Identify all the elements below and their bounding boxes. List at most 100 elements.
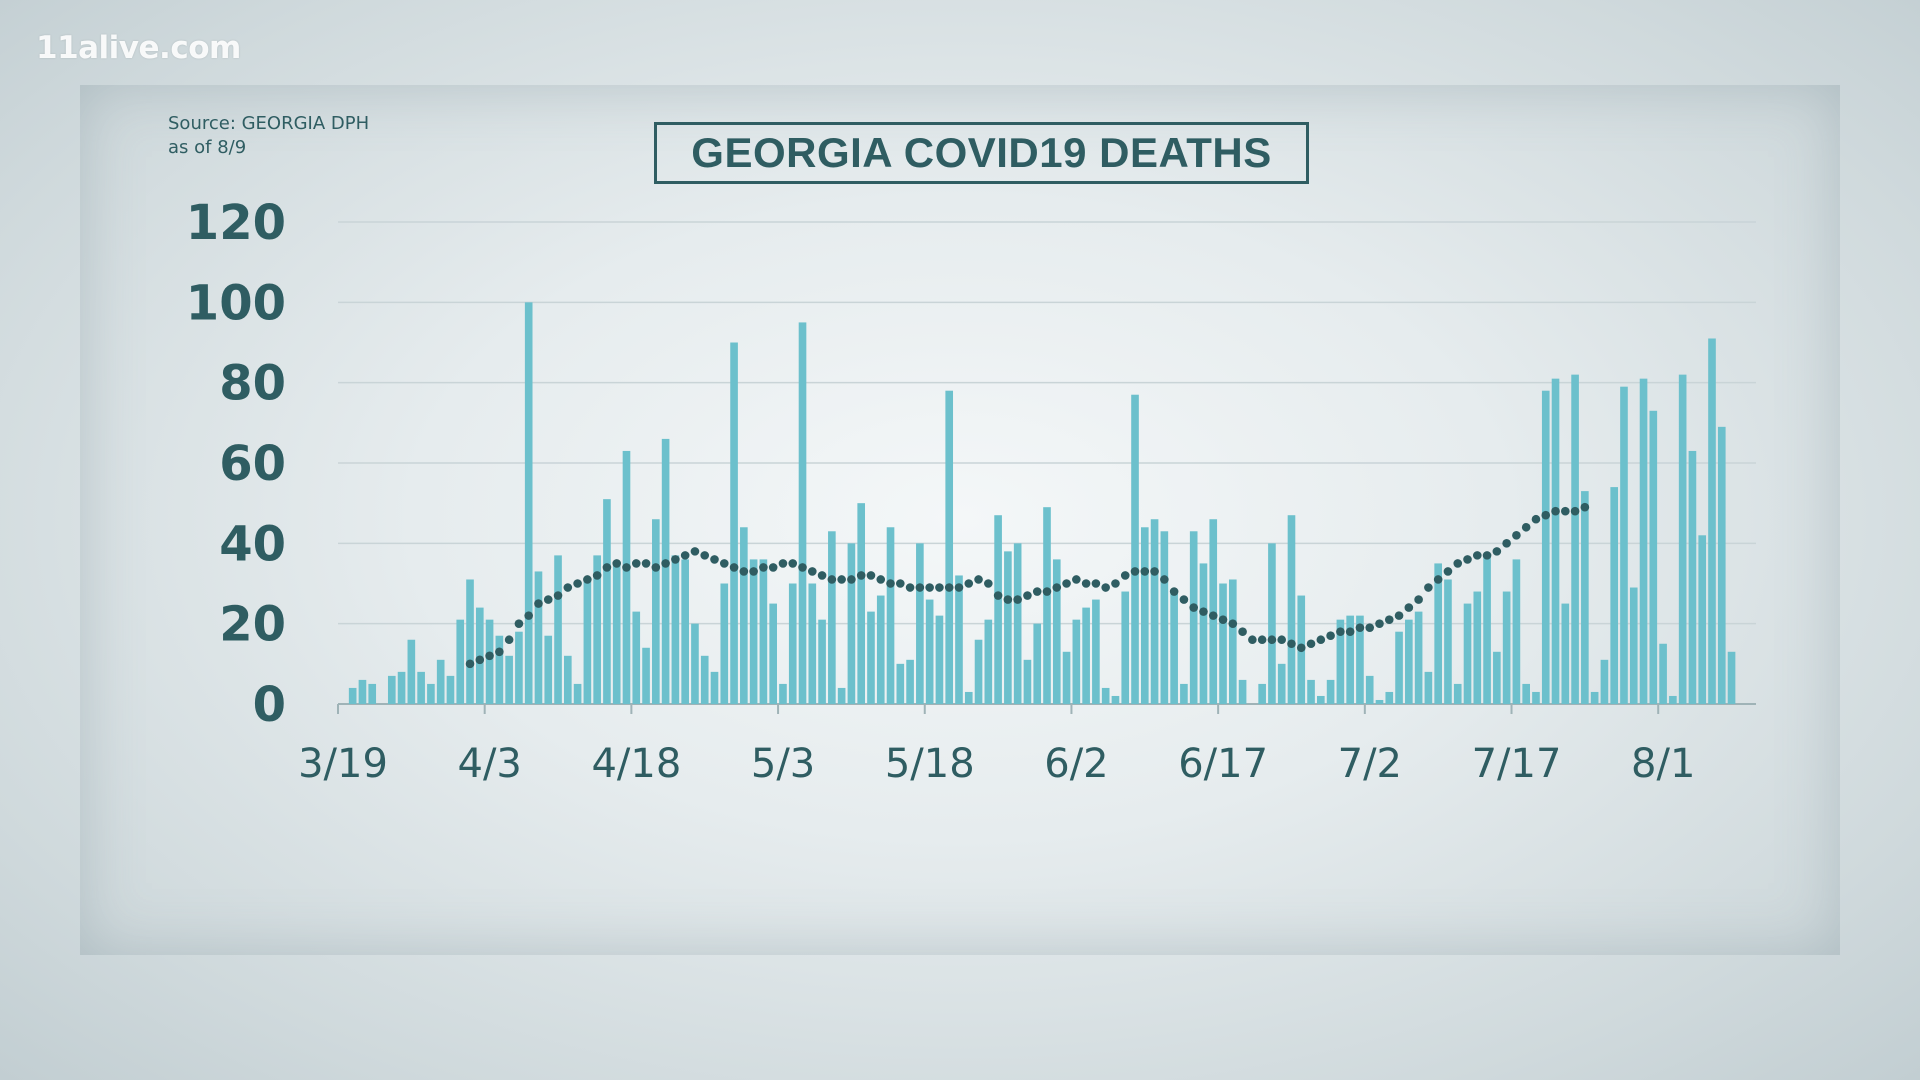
average-dot (944, 583, 954, 592)
average-dot (1541, 510, 1551, 520)
y-tick-label: 60 (219, 436, 286, 492)
daily-deaths-bar (1424, 671, 1433, 704)
average-dot (612, 559, 622, 568)
daily-deaths-bar (1571, 374, 1579, 704)
daily-deaths-bar (769, 603, 777, 704)
daily-deaths-bar (1346, 615, 1354, 704)
average-dot (1521, 522, 1531, 532)
daily-deaths-bar (652, 519, 660, 704)
daily-deaths-bar (348, 687, 357, 704)
average-dot (680, 551, 690, 560)
daily-deaths-bar (788, 583, 797, 704)
daily-deaths-bar (1444, 579, 1452, 704)
x-tick-label: 4/3 (458, 741, 522, 787)
daily-deaths-bar (505, 655, 513, 704)
daily-deaths-bar (583, 579, 592, 704)
average-dot (1140, 567, 1150, 576)
average-dot (1512, 531, 1521, 540)
daily-deaths-bar (1649, 410, 1658, 704)
daily-deaths-bar (1189, 531, 1198, 704)
daily-deaths-bar (397, 671, 406, 704)
daily-deaths-bar (1062, 651, 1071, 704)
average-dot (915, 583, 925, 592)
average-dot (1433, 575, 1443, 584)
daily-deaths-bar (427, 683, 435, 704)
average-dot (1218, 615, 1228, 624)
daily-deaths-bar (1150, 519, 1159, 704)
y-tick-label: 0 (253, 677, 286, 733)
average-dot (1463, 555, 1472, 564)
daily-deaths-bar (1375, 699, 1384, 704)
daily-deaths-bar (612, 563, 621, 704)
station-logo: 11alive.com (36, 30, 241, 66)
daily-deaths-bar (622, 450, 631, 704)
average-dot (1384, 615, 1394, 624)
average-dot (710, 555, 719, 564)
daily-deaths-bar (1639, 378, 1648, 704)
x-tick-label: 4/18 (591, 741, 681, 787)
average-dot (485, 651, 494, 661)
average-dot (1150, 567, 1159, 576)
daily-deaths-bar (1502, 591, 1511, 704)
daily-deaths-bar (974, 639, 983, 704)
average-dot (876, 575, 886, 584)
daily-deaths-bar (837, 687, 846, 704)
average-dot (768, 563, 778, 572)
daily-deaths-bar (1326, 679, 1335, 704)
average-dot (1551, 506, 1560, 516)
daily-deaths-bar (642, 647, 650, 704)
daily-deaths-bar (495, 635, 504, 704)
daily-deaths-bar (1698, 535, 1707, 704)
average-dot (1072, 575, 1081, 584)
daily-deaths-bar (1678, 374, 1687, 704)
daily-deaths-bar (1669, 695, 1677, 704)
daily-deaths-bar (1561, 603, 1570, 704)
y-tick-label: 80 (219, 356, 286, 412)
daily-deaths-bar (906, 659, 914, 704)
daily-deaths-bar (1287, 515, 1296, 704)
daily-deaths-bar (828, 531, 836, 704)
daily-deaths-bar (867, 611, 875, 704)
average-dot (465, 659, 475, 669)
average-dot (856, 571, 866, 580)
daily-deaths-bar (1414, 611, 1423, 704)
daily-deaths-bar (1522, 683, 1531, 704)
daily-deaths-bar (896, 663, 905, 704)
average-dot (837, 575, 846, 584)
daily-deaths-bar (964, 691, 973, 704)
average-dot (866, 571, 876, 580)
daily-deaths-bar (1013, 543, 1022, 704)
daily-deaths-bar (1581, 491, 1589, 704)
average-dot (954, 583, 964, 592)
average-dot (631, 559, 641, 568)
daily-deaths-bar (925, 599, 934, 704)
daily-deaths-bar (1023, 659, 1032, 704)
daily-deaths-bar (1365, 675, 1374, 704)
daily-deaths-bar (593, 555, 601, 704)
daily-deaths-bar (671, 555, 680, 704)
daily-deaths-bar (387, 675, 396, 704)
daily-deaths-bar (984, 619, 993, 704)
daily-deaths-bar (544, 635, 553, 704)
daily-deaths-bar (740, 527, 748, 704)
average-dot (504, 635, 514, 645)
daily-deaths-bar (1307, 679, 1315, 704)
average-dot (1062, 579, 1071, 588)
daily-deaths-bar (573, 683, 582, 704)
average-dot (1267, 635, 1277, 645)
average-dot (661, 559, 670, 568)
daily-deaths-bar (632, 611, 641, 704)
average-dot (1375, 619, 1384, 628)
daily-deaths-bar (994, 515, 1002, 704)
y-tick-label: 20 (219, 597, 286, 653)
average-dot (1570, 506, 1580, 516)
daily-deaths-bar (1317, 695, 1325, 704)
average-dot (1179, 595, 1189, 604)
average-dot (651, 563, 661, 572)
average-dot (729, 563, 739, 572)
average-dot (974, 575, 983, 584)
average-dot (847, 575, 856, 584)
average-dot (1248, 635, 1257, 645)
average-dot (1326, 631, 1335, 641)
